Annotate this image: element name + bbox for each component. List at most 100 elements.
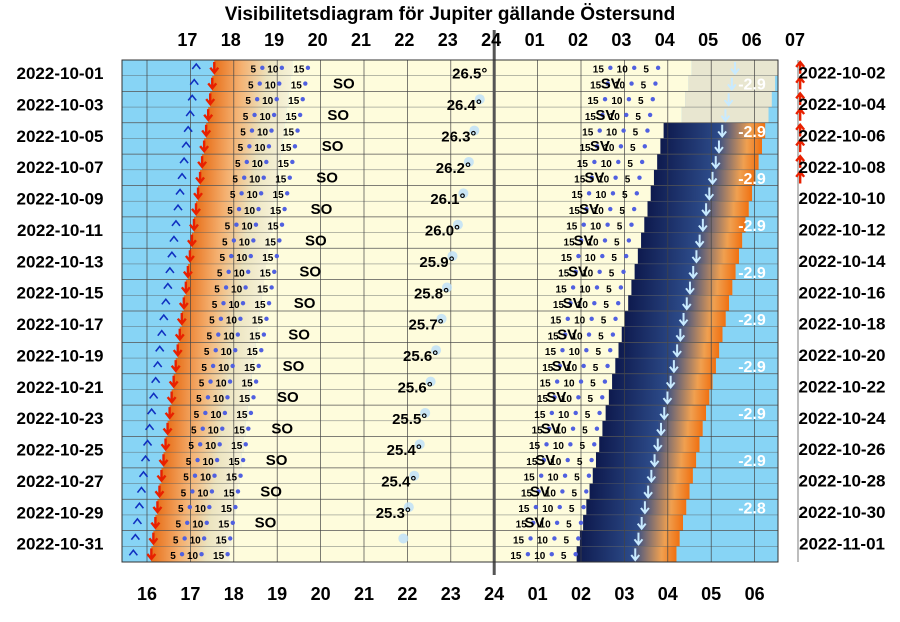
- altitude-dot: [602, 97, 608, 102]
- altitude-mark-evening: 5: [248, 80, 254, 91]
- altitude-dot: [235, 332, 241, 337]
- altitude-mark-evening: 5: [240, 127, 246, 138]
- night-band: [233, 514, 597, 531]
- altitude-dot: [253, 222, 259, 227]
- altitude-mark-evening: 5: [251, 65, 257, 76]
- morning-sky: [679, 530, 778, 547]
- altitude-mark-morning: 5: [611, 253, 617, 264]
- altitude-dot: [634, 191, 640, 196]
- altitude-dot: [217, 442, 222, 447]
- altitude-mark-morning: 15: [579, 143, 591, 154]
- magnitude-label: -2.9: [738, 406, 766, 423]
- set-direction-label: SV: [584, 170, 604, 187]
- rise-arrow: [142, 439, 153, 446]
- dusk-band: [191, 232, 271, 249]
- set-arrow: [710, 156, 721, 170]
- sunset-arrow: [191, 203, 201, 216]
- morning-sky: [715, 358, 778, 374]
- altitude-mark-morning: 5: [638, 96, 644, 107]
- rise-direction-label: SO: [333, 75, 355, 92]
- altitude-mark-morning: 5: [606, 284, 612, 295]
- sunset-arrow: [187, 234, 197, 248]
- left-date-label: 2022-10-29: [17, 503, 104, 522]
- altitude-dot: [256, 363, 261, 369]
- altitude-dot: [560, 489, 565, 494]
- top-hour-label: 04: [655, 30, 675, 50]
- altitude-mark-morning: 15: [577, 159, 589, 170]
- rise-arrow: [173, 203, 183, 211]
- rise-direction-label: SO: [266, 452, 288, 469]
- sunset-arrow: [152, 501, 163, 514]
- right-date-label: 2022-10-16: [799, 283, 886, 302]
- altitude-dot: [220, 426, 225, 431]
- dusk-band: [202, 154, 281, 170]
- altitude-dot: [261, 332, 267, 337]
- night-band: [290, 75, 689, 92]
- morning-sky: [752, 185, 778, 202]
- altitude-mark-evening: 10: [252, 159, 264, 170]
- altitude-dot: [589, 175, 594, 180]
- morning-sky: [706, 405, 778, 421]
- altitude-dot: [287, 175, 292, 180]
- rise-arrow: [140, 454, 151, 462]
- set-arrow: [665, 375, 676, 390]
- sunset-arrow: [205, 93, 216, 106]
- altitude-mark-morning: 5: [595, 347, 601, 358]
- set-arrow: [723, 93, 734, 107]
- max-altitude-label: 26.5°: [452, 66, 487, 83]
- altitude-mark-evening: 15: [293, 65, 305, 76]
- set-arrow: [659, 407, 670, 421]
- altitude-mark-evening: 10: [221, 347, 233, 358]
- altitude-mark-morning: 5: [571, 488, 577, 499]
- altitude-dot: [185, 520, 190, 525]
- altitude-dot: [570, 426, 576, 431]
- night-band: [263, 279, 646, 296]
- altitude-dot: [541, 457, 547, 463]
- altitude-dot: [197, 442, 203, 447]
- transit-marker: [420, 407, 431, 418]
- sunset-arrow: [182, 265, 193, 279]
- altitude-mark-morning: 5: [598, 331, 604, 342]
- altitude-dot: [592, 300, 597, 306]
- morning-sky: [689, 483, 778, 500]
- dawn-dark: [641, 232, 743, 249]
- rise-arrow: [165, 266, 175, 274]
- bottom-hour-label: 06: [745, 584, 765, 604]
- morning-sky: [765, 122, 778, 139]
- max-altitude-label: 25.8°: [414, 285, 449, 302]
- altitude-mark-morning: 5: [601, 316, 607, 327]
- altitude-mark-evening: 10: [197, 488, 209, 499]
- morning-sky: [775, 75, 778, 92]
- altitude-mark-evening: 10: [208, 426, 220, 437]
- morning-sky: [712, 373, 778, 390]
- magnitude-label: -2.9: [738, 453, 766, 470]
- set-arrow: [662, 391, 673, 405]
- transit-marker: [458, 188, 469, 199]
- morning-sky: [702, 420, 778, 437]
- altitude-mark-morning: 10: [590, 222, 602, 233]
- altitude-dot: [290, 159, 295, 165]
- bottom-hour-label: 21: [354, 584, 374, 604]
- altitude-mark-evening: 5: [204, 347, 210, 358]
- altitude-dot: [592, 159, 597, 165]
- dusk-band: [193, 216, 273, 233]
- left-date-label: 2022-10-23: [17, 409, 104, 428]
- altitude-mark-morning: 10: [558, 410, 570, 421]
- altitude-mark-evening: 15: [265, 237, 277, 248]
- altitude-dot: [258, 191, 264, 196]
- dusk-band: [171, 389, 250, 406]
- rise-arrow: [151, 376, 161, 384]
- altitude-dot: [292, 144, 298, 149]
- transit-marker: [403, 502, 414, 513]
- altitude-dot: [214, 457, 220, 463]
- max-altitude-label: 25.3°: [376, 505, 411, 522]
- altitude-mark-evening: 15: [226, 473, 238, 484]
- night-band: [276, 185, 666, 202]
- altitude-mark-evening: 10: [231, 284, 243, 295]
- altitude-dot: [584, 489, 589, 494]
- max-altitude-label: 25.7°: [408, 317, 443, 334]
- altitude-mark-morning: 15: [542, 363, 554, 374]
- altitude-dot: [256, 206, 261, 212]
- altitude-mark-morning: 10: [611, 96, 623, 107]
- chart-marks: 5 10 15 15 10 5 5 10 15 15 10 5 5 10 15 15 10 5 5 10 15 15 10 5…: [128, 60, 806, 562]
